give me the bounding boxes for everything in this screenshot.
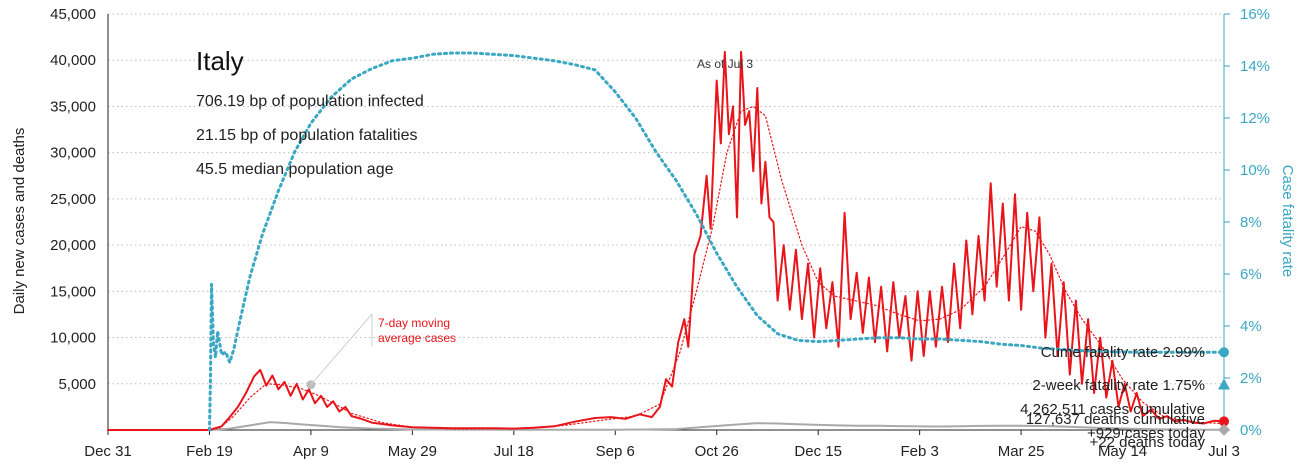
- x-tick-label: Jul 3: [1208, 443, 1240, 460]
- deaths-today-text: +22 deaths today: [1089, 434, 1205, 451]
- y-tick-label-left: 20,000: [50, 237, 96, 254]
- x-tick-label: May 14: [1098, 443, 1147, 460]
- x-tick-label: Jul 18: [494, 443, 534, 460]
- x-tick-label: Oct 26: [695, 443, 739, 460]
- y-tick-label-right: 14%: [1240, 58, 1270, 75]
- series-group: [107, 50, 1226, 432]
- y-tick-label-right: 10%: [1240, 162, 1270, 179]
- x-tick-label: Dec 31: [84, 443, 132, 460]
- moving-average-leader-line: [310, 313, 373, 386]
- moving-average-label-line1: 7-day moving: [378, 316, 450, 330]
- y-tick-label-left: 45,000: [50, 6, 96, 23]
- stat-median-age: 45.5 median population age: [196, 161, 394, 178]
- y-tick-label-right: 12%: [1240, 110, 1270, 127]
- right-annotations: Cume fatality rate 2.99% 2-week fatality…: [1020, 344, 1205, 451]
- y-tick-label-left: 30,000: [50, 145, 96, 162]
- moving-average-label-line2: average cases: [378, 331, 456, 345]
- chart-title: Italy: [196, 46, 244, 76]
- end-marker-circle: [1219, 347, 1229, 358]
- y-tick-label-left: 40,000: [50, 52, 96, 69]
- y-axis-label-right: Case fatality rate: [1279, 165, 1296, 278]
- series-line-daily-new-deaths: [107, 421, 1225, 431]
- x-tick-label: Feb 3: [900, 443, 938, 460]
- y-tick-label-right: 6%: [1240, 266, 1262, 283]
- x-tick-label: Sep 6: [596, 443, 635, 460]
- x-tick-label: Mar 25: [998, 443, 1045, 460]
- cume-fatality-rate-text: Cume fatality rate 2.99%: [1041, 344, 1205, 361]
- cases-today-text: +929 cases today: [1087, 425, 1206, 442]
- series-line-case-fatality-rate: [208, 51, 1226, 432]
- deaths-cumulative-text: 127,637 deaths cumulative: [1026, 411, 1205, 428]
- axes: 45,000 40,000 35,000 30,000 25,000 20,000 15,0…: [50, 6, 1270, 460]
- y-tick-label-right: 0%: [1240, 422, 1262, 439]
- cases-cumulative-text: 4,262,511 cases cumulative: [1020, 401, 1205, 418]
- y-tick-label-left: 5,000: [58, 376, 96, 393]
- two-week-fatality-rate-text: 2-week fatality rate 1.75%: [1032, 377, 1205, 394]
- y-tick-label-left: 25,000: [50, 191, 96, 208]
- y-tick-label-left: 10,000: [50, 330, 96, 347]
- annotation-markers: [306, 314, 1230, 436]
- x-tick-label: Feb 19: [186, 443, 233, 460]
- x-tick-label: Dec 15: [794, 443, 842, 460]
- end-marker-triangle: [1218, 378, 1230, 390]
- end-marker-diamond: [1218, 423, 1230, 436]
- y-axis-label-left: Daily new cases and deaths: [11, 128, 28, 315]
- x-tick-label: Apr 9: [293, 443, 329, 460]
- y-tick-label-left: 15,000: [50, 283, 96, 300]
- as-of-label: As of Jul 3: [697, 57, 753, 71]
- x-tick-label: May 29: [388, 443, 437, 460]
- y-tick-label-left: 35,000: [50, 98, 96, 115]
- stat-infected: 706.19 bp of population infected: [196, 93, 424, 110]
- y-tick-label-right: 8%: [1240, 214, 1262, 231]
- y-tick-label-right: 4%: [1240, 318, 1262, 335]
- y-tick-label-right: 2%: [1240, 370, 1262, 387]
- series-line-daily-new-cases: [107, 50, 1225, 431]
- stat-fatalities: 21.15 bp of population fatalities: [196, 127, 418, 144]
- y-tick-label-right: 16%: [1240, 6, 1270, 23]
- end-marker-circle: [1219, 416, 1229, 427]
